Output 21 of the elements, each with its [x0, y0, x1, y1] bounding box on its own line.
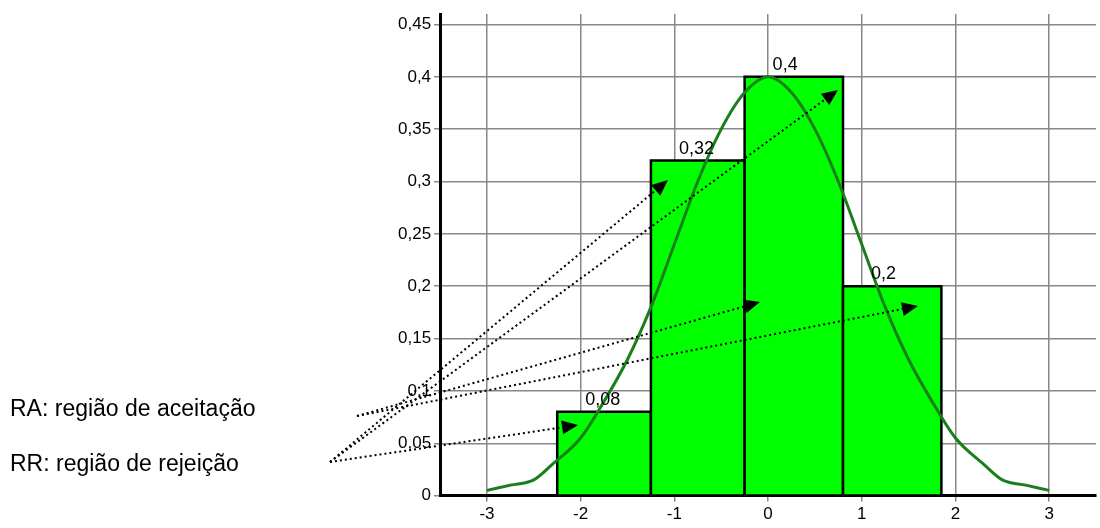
x-tick-label: 2 [950, 504, 961, 524]
x-tick-label: -2 [573, 504, 589, 524]
y-tick-label: 0,45 [397, 14, 432, 34]
x-tick-label: -1 [666, 504, 682, 524]
y-tick-label: 0,05 [397, 432, 432, 452]
x-tick-label: 1 [857, 504, 867, 524]
y-tick-label: 0,4 [407, 66, 432, 86]
y-tick-label: 0,25 [397, 223, 432, 243]
x-tick-label: -3 [479, 504, 495, 524]
y-tick-label: 0,1 [407, 380, 432, 400]
y-tick-label: 0 [421, 485, 432, 505]
y-tick-label: 0,35 [397, 118, 432, 138]
text: RA: região de aceitação [10, 395, 256, 422]
line-series [485, 75, 1051, 492]
y-tick-label: 0,3 [407, 171, 432, 191]
y-tick-label: 0,15 [397, 328, 432, 348]
y-tick-label: 0,2 [407, 275, 432, 295]
text: RR: região de rejeição [10, 450, 239, 477]
data-label: 0,4 [772, 53, 798, 74]
x-tick-label: 3 [1044, 504, 1054, 524]
x-tick-label: 0 [763, 504, 773, 524]
